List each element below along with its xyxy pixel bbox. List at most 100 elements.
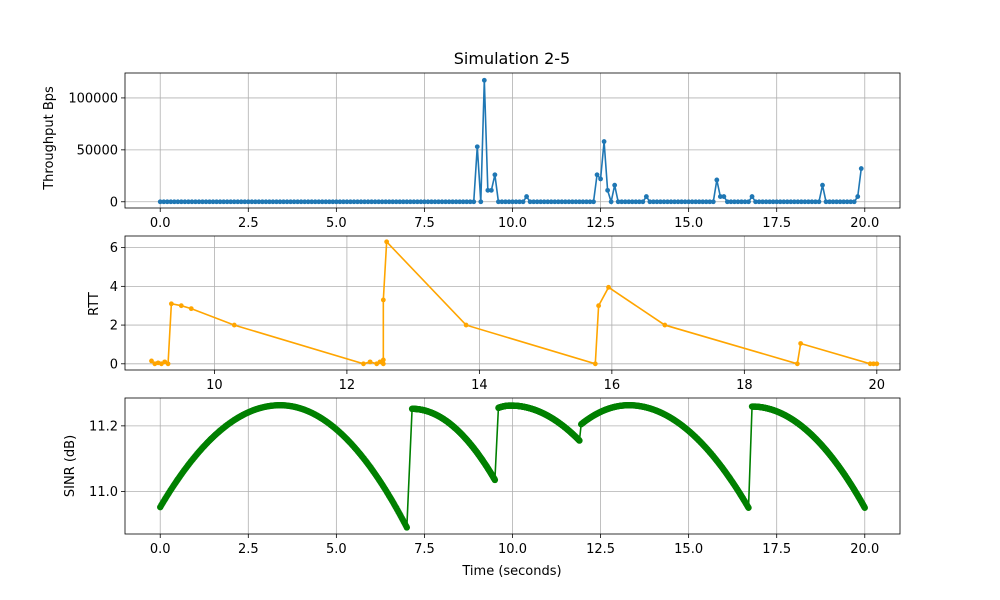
- sinr-point: [491, 476, 499, 484]
- rtt-point: [606, 284, 611, 290]
- throughput-point: [594, 172, 600, 178]
- throughput-point: [569, 199, 575, 205]
- rtt-point: [874, 361, 880, 367]
- sinr-xlabel: Time (seconds): [461, 564, 561, 579]
- throughput-point: [615, 199, 621, 205]
- throughput-point: [721, 194, 727, 199]
- throughput-point: [355, 199, 360, 205]
- throughput-point: [196, 199, 202, 205]
- throughput-point: [488, 187, 494, 193]
- throughput-point: [182, 199, 188, 205]
- throughput-point: [534, 199, 540, 205]
- sinr-axes-frame: [124, 397, 901, 535]
- throughput-point: [788, 199, 794, 205]
- throughput-point: [383, 199, 389, 205]
- throughput-point: [302, 199, 308, 205]
- throughput-point: [496, 199, 501, 205]
- throughput-point: [742, 199, 748, 205]
- throughput-point: [386, 199, 392, 205]
- throughput-point: [781, 199, 787, 205]
- rtt-xtick-label: 12: [339, 378, 356, 393]
- throughput-point: [823, 199, 829, 205]
- rtt-xtick-label: 16: [604, 378, 621, 393]
- throughput-point: [326, 199, 332, 205]
- rtt-point: [798, 341, 804, 346]
- throughput-point: [443, 199, 448, 205]
- rtt-point: [794, 361, 800, 367]
- throughput-point: [584, 199, 589, 205]
- rtt-point: [188, 306, 194, 312]
- throughput-point: [312, 199, 318, 205]
- sinr-ytick-label: 11.2: [89, 419, 118, 434]
- throughput-point: [841, 199, 847, 205]
- throughput-point: [802, 199, 808, 205]
- rtt-panel: RTT 10 12 14 16 18 20 0 2 4 6: [87, 235, 901, 393]
- throughput-point: [538, 199, 544, 205]
- throughput-point: [566, 199, 572, 205]
- throughput-point: [510, 199, 515, 205]
- rtt-ytick-label: 2: [110, 319, 118, 334]
- throughput-point: [548, 199, 554, 205]
- throughput-point: [492, 172, 498, 178]
- throughput-point: [587, 199, 593, 205]
- throughput-point: [432, 199, 438, 205]
- sinr-xtick-label: 2.5: [238, 542, 259, 557]
- throughput-point: [457, 199, 463, 205]
- throughput-point: [333, 199, 339, 205]
- throughput-xtick-label: 2.5: [238, 216, 259, 231]
- throughput-point: [784, 199, 790, 205]
- throughput-point: [404, 199, 410, 205]
- rtt-point: [380, 357, 386, 363]
- throughput-point: [259, 199, 265, 205]
- throughput-point: [573, 199, 579, 205]
- throughput-point: [777, 199, 783, 205]
- throughput-point: [552, 199, 558, 205]
- throughput-point: [714, 177, 720, 183]
- rtt-point: [592, 361, 598, 367]
- sinr-point: [861, 504, 868, 511]
- rtt-xtick-label: 20: [869, 378, 886, 393]
- throughput-point: [277, 199, 283, 205]
- throughput-point: [323, 199, 329, 205]
- throughput-xtick-label: 10.0: [498, 216, 527, 231]
- throughput-point: [760, 199, 766, 205]
- throughput-point: [221, 199, 227, 205]
- throughput-point: [851, 199, 857, 205]
- throughput-xtick-label: 12.5: [586, 216, 615, 231]
- throughput-point: [228, 199, 234, 205]
- throughput-point: [700, 199, 706, 205]
- throughput-point: [252, 199, 258, 205]
- throughput-point: [372, 199, 378, 205]
- throughput-point: [626, 199, 632, 205]
- throughput-ytick-label: 0: [110, 195, 118, 210]
- rtt-point: [149, 358, 154, 364]
- throughput-point: [735, 199, 741, 205]
- throughput-point: [541, 199, 547, 205]
- throughput-point: [654, 199, 660, 205]
- throughput-point: [524, 194, 529, 199]
- throughput-point: [531, 199, 537, 205]
- throughput-xtick-label: 17.5: [762, 216, 791, 231]
- throughput-point: [210, 199, 216, 205]
- throughput-point: [316, 199, 322, 205]
- sinr-xtick-label: 20.0: [850, 542, 879, 557]
- throughput-point: [527, 199, 533, 205]
- throughput-point: [309, 199, 315, 205]
- throughput-point: [341, 199, 346, 205]
- rtt-point: [367, 359, 373, 365]
- throughput-point: [830, 199, 836, 205]
- throughput-point: [231, 199, 237, 205]
- throughput-point: [291, 199, 297, 205]
- throughput-point: [284, 199, 290, 205]
- sinr-ylabel: SINR (dB): [63, 435, 78, 497]
- throughput-point: [629, 199, 635, 205]
- rtt-ytick-label: 0: [110, 357, 118, 372]
- throughput-point: [848, 199, 854, 205]
- throughput-point: [809, 199, 815, 205]
- throughput-point: [295, 199, 301, 205]
- throughput-point: [214, 199, 219, 205]
- throughput-axes-frame: [124, 72, 901, 209]
- sinr-xtick-label: 15.0: [674, 542, 703, 557]
- throughput-point: [503, 199, 508, 205]
